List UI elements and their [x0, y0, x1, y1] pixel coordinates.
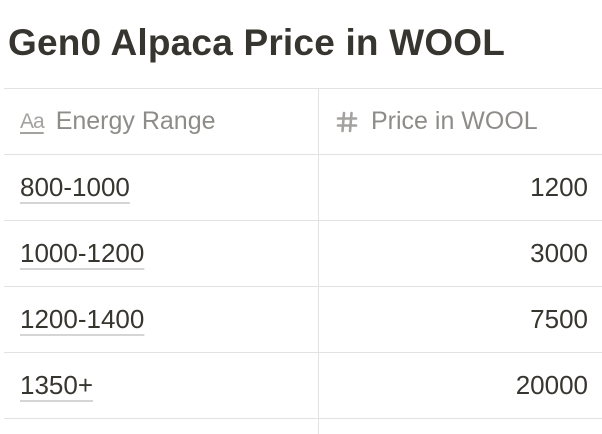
energy-range-cell[interactable]: 800-1000 [4, 155, 319, 220]
row-title-link[interactable]: 800-1000 [20, 172, 130, 202]
table-row[interactable]: 800-1000 1200 [4, 155, 602, 221]
table-row[interactable]: 1000-1200 3000 [4, 221, 602, 287]
text-property-icon: Aa [20, 109, 45, 133]
row-title-link[interactable]: 1350+ [20, 370, 94, 400]
row-title-link[interactable]: 1000-1200 [20, 238, 145, 268]
number-property-icon [335, 110, 359, 134]
energy-range-cell[interactable]: 1200-1400 [4, 287, 319, 352]
table-row[interactable]: 1350+ 20000 [4, 353, 602, 419]
column-header-price[interactable]: Price in WOOL [319, 89, 602, 154]
column-header-label: Price in WOOL [371, 107, 538, 135]
energy-range-cell[interactable]: 1350+ [4, 353, 319, 418]
price-cell[interactable]: 1200 [530, 172, 588, 202]
row-title-link[interactable]: 1200-1400 [20, 304, 145, 334]
column-header-label: Energy Range [55, 107, 216, 135]
column-divider [318, 419, 319, 434]
price-cell[interactable]: 7500 [530, 304, 588, 334]
price-cell[interactable]: 3000 [530, 238, 588, 268]
table-header-row: Aa Energy Range Price in WOOL [4, 89, 602, 155]
energy-range-cell[interactable]: 1000-1200 [4, 221, 319, 286]
page-title[interactable]: Gen0 Alpaca Price in WOOL [8, 22, 506, 63]
table-row[interactable]: 1200-1400 7500 [4, 287, 602, 353]
price-cell[interactable]: 20000 [515, 370, 588, 400]
column-header-energy-range[interactable]: Aa Energy Range [4, 89, 319, 154]
database-table: Aa Energy Range Price in WOOL [4, 88, 602, 419]
